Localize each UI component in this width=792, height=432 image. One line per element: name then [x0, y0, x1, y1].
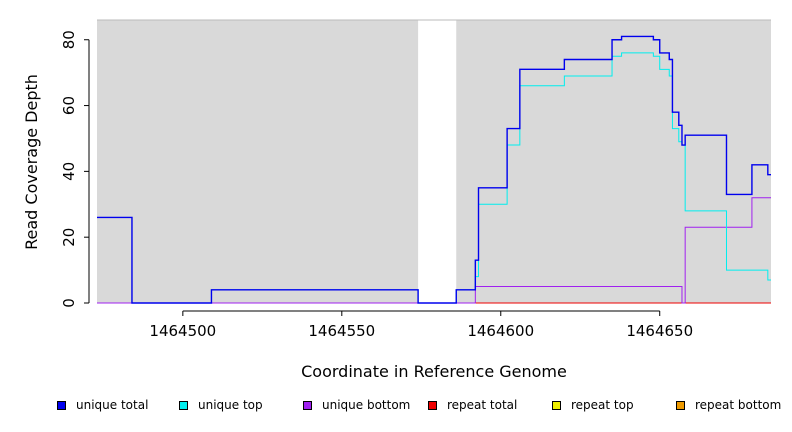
axes: 0 20 40 60 80 1464500 1464550 1464600 1464650	[60, 19, 771, 340]
y-tick-label: 40	[60, 162, 78, 181]
legend-swatch	[57, 400, 66, 410]
y-tick-label: 60	[60, 96, 78, 115]
x-tick-label: 1464600	[467, 322, 534, 340]
legend-label: unique top	[198, 398, 263, 412]
series-line-unique-total	[97, 35, 771, 304]
gap-region	[418, 20, 457, 303]
legend-item-repeat-bottom: repeat bottom	[676, 398, 781, 412]
y-axis-label: Read Coverage Depth	[22, 74, 41, 250]
y-tick-label: 80	[60, 30, 78, 49]
x-tick-label: 1464650	[626, 322, 693, 340]
series-lines	[97, 35, 771, 304]
y-tick-label: 0	[60, 298, 78, 308]
legend-swatch	[303, 400, 312, 410]
series-line-unique-bottom	[97, 197, 771, 304]
legend-swatch	[552, 400, 561, 410]
legend-swatch	[179, 400, 188, 410]
x-tick-label: 1464500	[149, 322, 216, 340]
legend-label: unique bottom	[322, 398, 411, 412]
legend-item-unique-top: unique top	[179, 398, 263, 412]
x-tick-label: 1464550	[308, 322, 375, 340]
y-tick-label: 20	[60, 228, 78, 247]
legend-item-repeat-top: repeat top	[552, 398, 634, 412]
gap-band	[418, 20, 457, 303]
x-axis-label: Coordinate in Reference Genome	[301, 362, 567, 381]
legend-label: repeat bottom	[695, 398, 782, 412]
legend-label: repeat total	[447, 398, 518, 412]
legend-item-repeat-total: repeat total	[428, 398, 517, 412]
legend-item-unique-total: unique total	[57, 398, 148, 412]
legend-swatch	[428, 400, 437, 410]
legend-swatch	[676, 400, 685, 410]
legend-label: unique total	[76, 398, 149, 412]
legend-label: repeat top	[571, 398, 634, 412]
legend: unique total unique top unique bottom re…	[0, 398, 792, 420]
legend-item-unique-bottom: unique bottom	[303, 398, 410, 412]
